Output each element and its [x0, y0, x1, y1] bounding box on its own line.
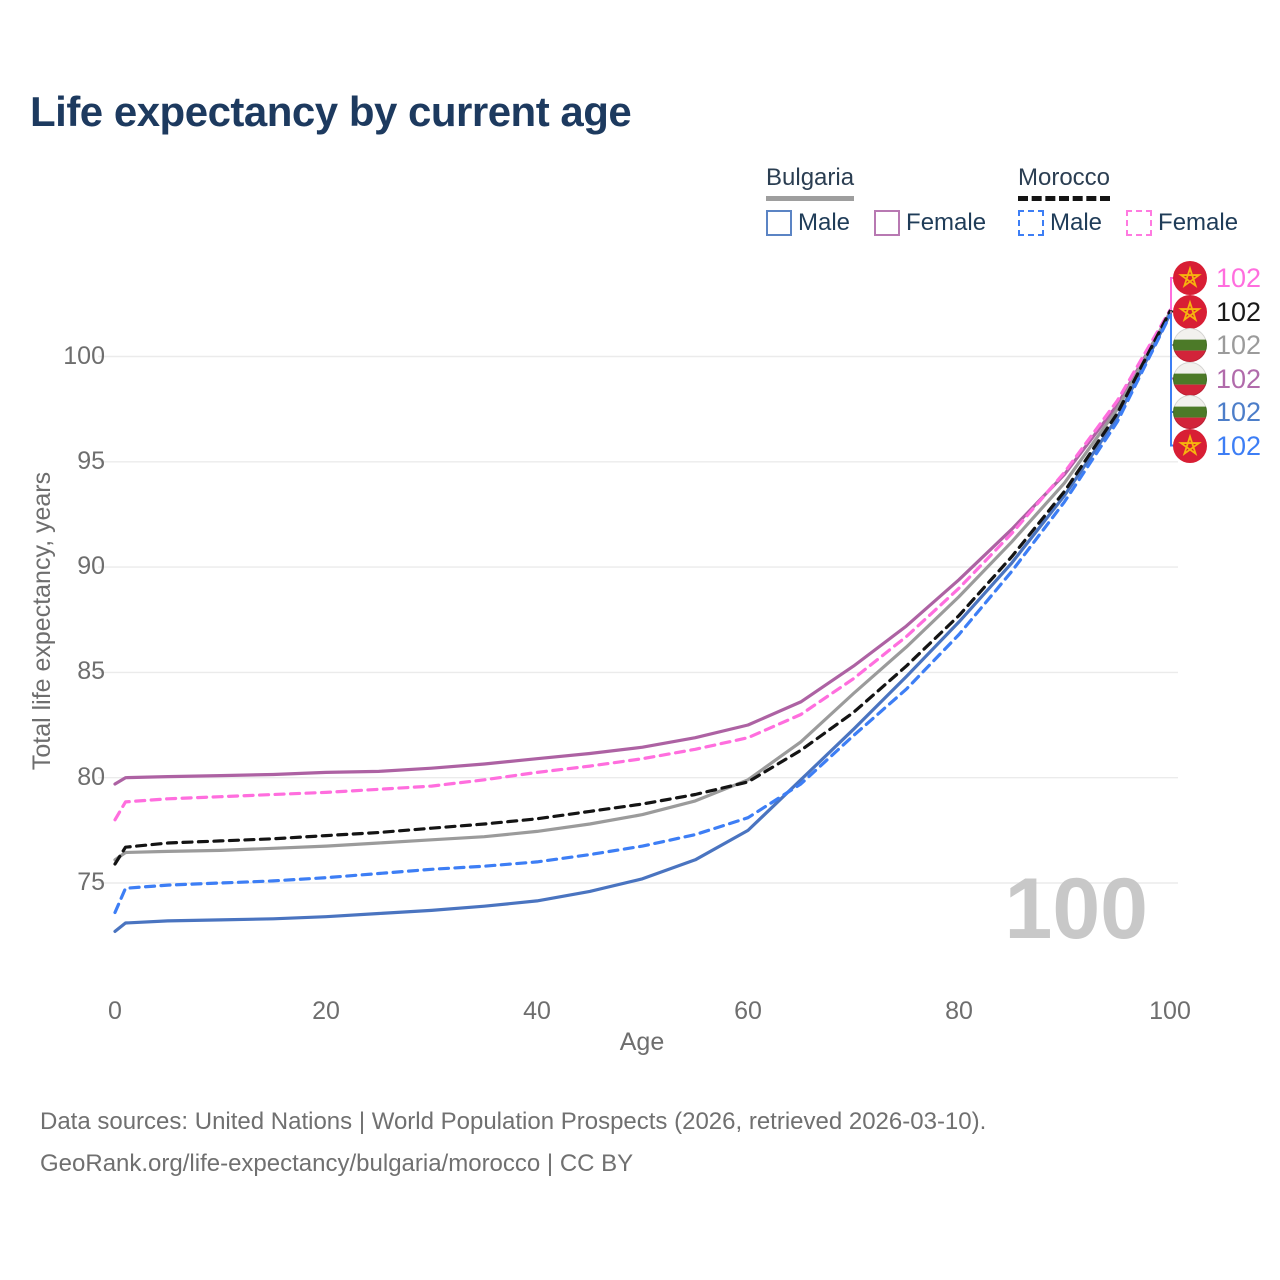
series-line-morocco-male[interactable]: [113, 313, 1172, 915]
x-axis-title: Age: [619, 1028, 665, 1056]
end-value-text: 102: [1216, 430, 1262, 461]
series-line-morocco-both[interactable]: [113, 309, 1172, 866]
legend-group-morocco: Morocco Male Female: [1018, 164, 1238, 237]
legend-swatch-bulgaria-male: [766, 210, 792, 236]
data-sources-note: Data sources: United Nations | World Pop…: [40, 1108, 987, 1135]
bulgaria-flag-icon: [1173, 361, 1207, 396]
legend-group-bulgaria: Bulgaria Male Female: [766, 164, 986, 237]
legend-country-label-morocco[interactable]: Morocco: [1018, 164, 1111, 201]
legend-items-morocco: Male Female: [1018, 209, 1238, 237]
end-value-label-bulgaria-female: 102: [1173, 361, 1262, 396]
morocco-flag-icon: [1173, 428, 1207, 463]
series-line-bulgaria-female[interactable]: [113, 311, 1172, 786]
y-tick-label: 100: [63, 341, 105, 370]
series-lines: [113, 308, 1172, 934]
legend-item-label: Male: [798, 209, 851, 236]
y-axis-title: Total life expectancy, years: [28, 471, 56, 771]
end-value-label-bulgaria-male: 102: [1173, 395, 1261, 429]
end-value-label-morocco-female: 102: [1173, 261, 1261, 295]
legend-item-bulgaria-male[interactable]: Male: [766, 209, 850, 237]
end-value-text: 102: [1216, 330, 1262, 360]
series-line-morocco-female[interactable]: [113, 308, 1172, 822]
morocco-flag-icon: [1173, 294, 1207, 329]
legend-item-bulgaria-female[interactable]: Female: [874, 209, 986, 237]
end-value-label-morocco-both-sexes: 102: [1173, 294, 1262, 329]
end-value-text: 102: [1216, 363, 1262, 394]
legend-item-label: Female: [1158, 209, 1239, 236]
series-line-bulgaria-both[interactable]: [113, 310, 1172, 862]
bulgaria-flag-icon: [1173, 395, 1207, 429]
legend-swatch-morocco-male: [1018, 210, 1044, 236]
x-tick-label: 20: [312, 997, 340, 1025]
y-tick-label: 75: [77, 868, 105, 896]
end-value-label-bulgaria-both-sexes: 102: [1173, 328, 1261, 362]
y-tick-label: 90: [77, 552, 105, 581]
x-tick-label: 80: [945, 997, 973, 1025]
legend-item-label: Male: [1050, 209, 1103, 236]
page-title: Life expectancy by current age: [30, 88, 632, 135]
legend-item-label: Female: [906, 209, 987, 236]
morocco-flag-icon: [1173, 261, 1207, 295]
end-value-text: 102: [1216, 397, 1262, 427]
end-value-label-morocco-male: 102: [1173, 428, 1262, 463]
attribution-note: GeoRank.org/life-expectancy/bulgaria/mor…: [40, 1150, 634, 1177]
legend-item-morocco-female[interactable]: Female: [1126, 209, 1238, 237]
series-line-bulgaria-male[interactable]: [113, 312, 1172, 934]
legend-swatch-morocco-female: [1126, 210, 1153, 236]
end-value-text: 102: [1216, 263, 1262, 293]
bulgaria-flag-icon: [1173, 328, 1207, 362]
legend-items-bulgaria: Male Female: [766, 209, 986, 237]
legend-item-morocco-male[interactable]: Male: [1018, 209, 1102, 237]
legend-swatch-bulgaria-female: [874, 210, 901, 236]
age-watermark: 100: [1004, 861, 1149, 957]
y-tick-label: 95: [77, 446, 105, 475]
end-value-text: 102: [1216, 296, 1262, 327]
x-tick-label: 0: [108, 997, 122, 1025]
y-tick-label: 85: [77, 657, 105, 686]
y-tick-label: 80: [77, 762, 105, 791]
x-tick-label: 40: [523, 997, 551, 1025]
x-tick-label: 100: [1149, 997, 1191, 1025]
x-tick-label: 60: [734, 997, 762, 1025]
gridlines: [98, 355, 1178, 884]
legend-country-label-bulgaria[interactable]: Bulgaria: [766, 164, 855, 201]
